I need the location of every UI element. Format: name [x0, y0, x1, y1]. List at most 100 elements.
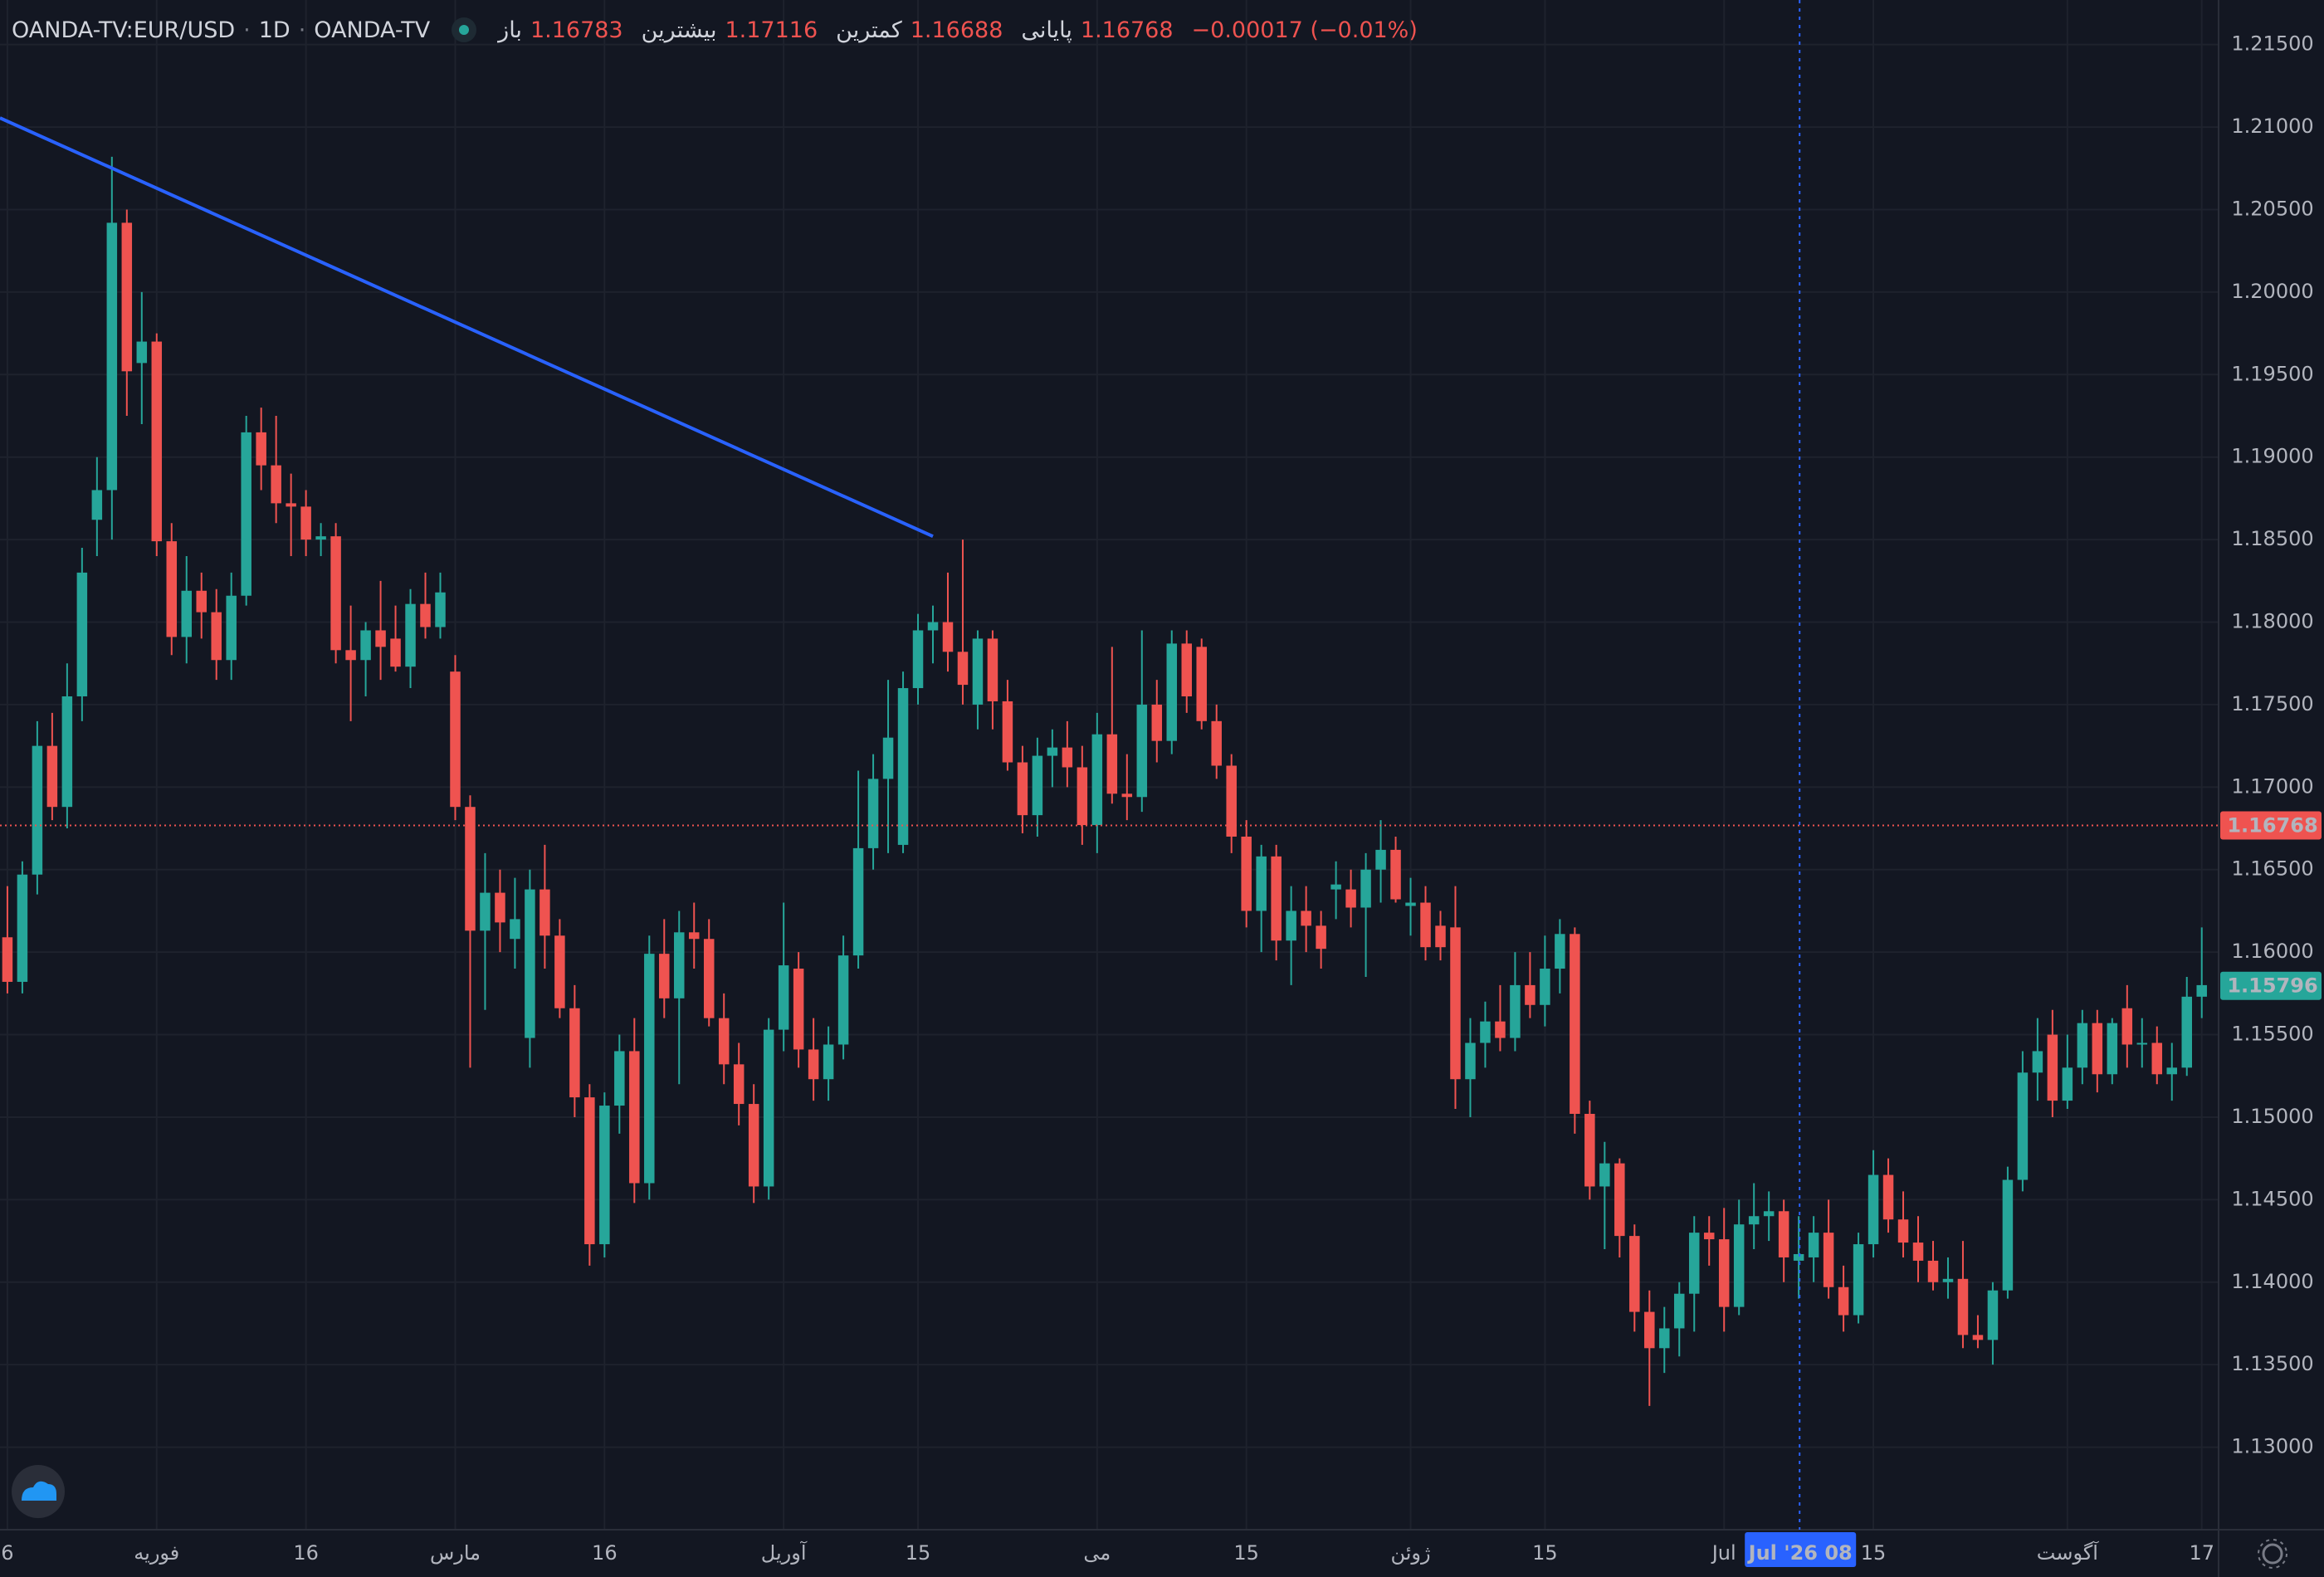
candle-body: [882, 737, 894, 779]
candle-body: [2077, 1023, 2088, 1068]
candle-body: [465, 807, 476, 931]
candle-body: [1017, 762, 1028, 816]
logo-icon: [22, 1481, 56, 1501]
x-tick-label: آگوست: [2037, 1540, 2100, 1565]
legend-bar: OANDA-TV:EUR/USD · 1D · OANDA-TV باز 1.16…: [12, 13, 1428, 46]
candle-body: [2166, 1067, 2178, 1075]
y-tick-label: 1.21500: [2231, 32, 2313, 56]
candle-body: [1927, 1260, 1939, 1282]
candle-body: [674, 932, 685, 998]
candle-body: [2121, 1008, 2133, 1045]
candle-body: [987, 638, 998, 701]
y-tick-label: 1.20500: [2231, 197, 2313, 220]
legend-value: 1.16783: [530, 17, 623, 43]
candle-body: [1375, 849, 1386, 870]
candle-body: [659, 954, 670, 998]
candle-body: [17, 874, 28, 982]
interval[interactable]: 1D: [258, 17, 290, 43]
candle-body: [1435, 925, 1446, 948]
candle-body: [2092, 1023, 2103, 1075]
candle-body: [1733, 1224, 1745, 1307]
x-tick-label: 16: [293, 1541, 319, 1565]
candle-body: [2047, 1034, 2058, 1101]
candle-body: [1897, 1219, 1909, 1243]
candle-body: [1465, 1042, 1476, 1080]
candle-body: [450, 671, 461, 808]
candle-body: [629, 1051, 640, 1184]
x-tick-label: آوریل: [761, 1540, 808, 1565]
legend-label: بیشترین: [641, 17, 717, 43]
candle-body: [480, 892, 491, 931]
candle-body: [2002, 1179, 2014, 1291]
candle-body: [271, 465, 281, 504]
y-tick-label: 1.19500: [2231, 362, 2313, 385]
candle-body: [1599, 1163, 1610, 1187]
candle-body: [1540, 969, 1550, 1005]
candle-body: [2062, 1067, 2073, 1101]
candle-body: [166, 541, 178, 637]
candle-body: [1047, 747, 1058, 756]
candle-body: [211, 612, 222, 661]
candle-body: [793, 969, 804, 1050]
candle-body: [1136, 704, 1148, 798]
candle-body: [1301, 911, 1311, 926]
candle-body: [1077, 767, 1088, 826]
candle-body: [226, 595, 237, 661]
candle-body: [1241, 836, 1252, 911]
candle-body: [315, 536, 326, 540]
candle-body: [1644, 1311, 1655, 1349]
candle-body: [852, 847, 864, 956]
symbol[interactable]: OANDA-TV:EUR/USD: [12, 17, 236, 43]
x-tick-label: 15: [1532, 1541, 1558, 1565]
candle-body: [2151, 1042, 2163, 1075]
price-tag-label: 1.16768: [2227, 813, 2317, 837]
candle-body: [808, 1049, 819, 1080]
candle-body: [1793, 1253, 1804, 1261]
candle-body: [688, 932, 700, 940]
candle-body: [1002, 701, 1013, 763]
candle-body: [733, 1064, 745, 1105]
candle-body: [957, 652, 969, 686]
candle-body: [1286, 911, 1296, 941]
candle-body: [495, 892, 505, 923]
candle-body: [241, 432, 251, 596]
candle-body: [778, 965, 789, 1030]
candle-body: [1345, 889, 1356, 908]
candle-body: [525, 889, 535, 1038]
settings[interactable]: [2258, 1539, 2287, 1569]
y-tick-label: 1.14500: [2231, 1187, 2313, 1210]
candle-body: [1778, 1211, 1789, 1257]
candle-body: [644, 954, 655, 1184]
candle-body: [1405, 902, 1416, 906]
x-tick-label: 15: [906, 1541, 931, 1565]
candle-body: [1480, 1021, 1491, 1043]
separator: ·: [298, 17, 306, 43]
candle-body: [763, 1029, 774, 1187]
candle-body: [1510, 984, 1521, 1038]
candle-body: [1271, 856, 1282, 941]
x-tick-label: 15: [1233, 1541, 1259, 1565]
candle-body: [1226, 765, 1237, 837]
x-tick-label: 17: [2189, 1541, 2214, 1565]
candle-body: [1614, 1163, 1625, 1237]
logo[interactable]: [12, 1465, 65, 1518]
candle-body: [510, 919, 520, 940]
candle-body: [1420, 902, 1431, 948]
candle-body: [256, 432, 266, 466]
candle-body: [1495, 1021, 1506, 1038]
candle-body: [823, 1044, 834, 1080]
candle-body: [748, 1104, 759, 1187]
y-tick-label: 1.16500: [2231, 857, 2313, 881]
candle-body: [1972, 1335, 1984, 1340]
x-tick-label: 6: [1, 1541, 13, 1565]
candle-body: [1912, 1243, 1924, 1261]
x-tick-label: 15: [1861, 1541, 1887, 1565]
candle-body: [1166, 643, 1178, 741]
candle-body: [927, 622, 939, 631]
price-tag-label: 1.15796: [2227, 974, 2317, 998]
candle-body: [1823, 1233, 1834, 1287]
x-tick-label: فوریه: [134, 1541, 179, 1565]
candle-body: [1555, 934, 1565, 969]
candle-body: [912, 630, 924, 689]
candle-body: [1316, 925, 1326, 950]
